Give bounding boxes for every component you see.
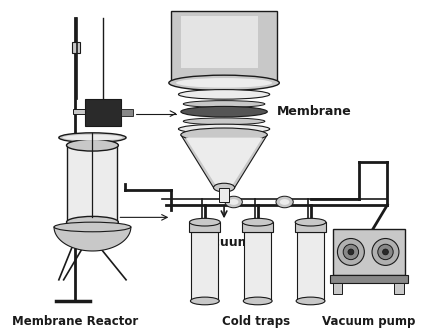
Bar [242,222,273,232]
Bar [72,42,80,53]
Ellipse shape [243,297,272,305]
Ellipse shape [280,199,289,205]
Ellipse shape [242,218,273,226]
Ellipse shape [190,297,219,305]
Ellipse shape [276,196,293,208]
Ellipse shape [190,218,220,226]
Ellipse shape [66,140,119,151]
Polygon shape [181,135,267,187]
Bar [121,109,133,117]
Bar [333,283,342,294]
Ellipse shape [213,183,235,192]
Ellipse shape [337,238,364,265]
Bar [244,232,271,301]
Text: Membrane Reactor: Membrane Reactor [12,315,138,328]
Ellipse shape [181,107,267,117]
Ellipse shape [378,244,393,260]
Text: Vacuum pump: Vacuum pump [321,315,415,328]
Polygon shape [186,138,263,185]
Polygon shape [54,227,131,251]
Ellipse shape [178,90,270,99]
Ellipse shape [296,297,325,305]
Ellipse shape [169,75,279,91]
Ellipse shape [178,124,270,134]
Ellipse shape [372,238,399,265]
Bar [191,232,218,301]
Ellipse shape [176,78,272,88]
Ellipse shape [59,133,126,143]
Ellipse shape [348,249,354,255]
Bar [181,16,258,69]
Ellipse shape [229,199,238,205]
Ellipse shape [62,135,122,141]
Text: Membrane: Membrane [277,105,351,118]
Ellipse shape [382,249,388,255]
Text: Vacuum: Vacuum [196,236,252,249]
Bar [68,145,117,222]
Ellipse shape [225,196,242,208]
Bar [219,187,229,202]
Bar [85,99,121,126]
Bar [73,109,87,114]
Bar [394,283,404,294]
Ellipse shape [181,128,267,142]
Ellipse shape [295,218,326,226]
Ellipse shape [54,222,131,232]
Bar [171,11,277,83]
Ellipse shape [66,216,119,228]
Ellipse shape [343,244,359,260]
Bar [295,222,326,232]
Ellipse shape [183,101,265,107]
Ellipse shape [183,118,265,125]
Bar [190,222,220,232]
Text: Cold traps: Cold traps [222,315,290,328]
Bar [297,232,324,301]
Bar [330,275,408,283]
Bar [333,229,405,275]
